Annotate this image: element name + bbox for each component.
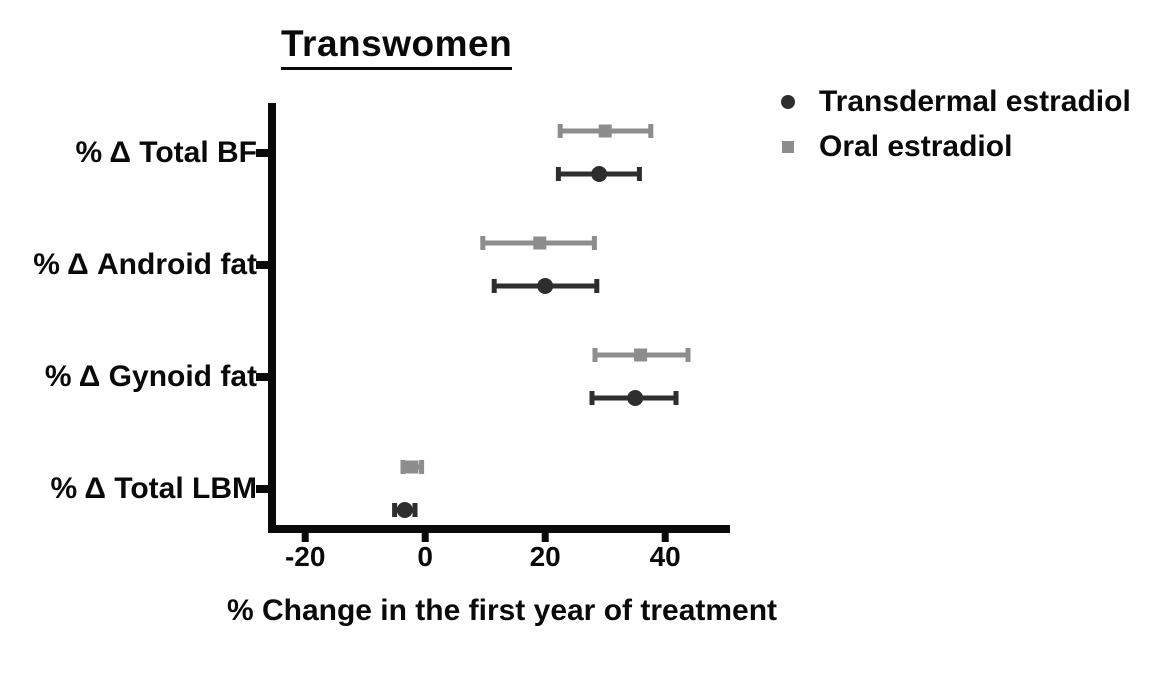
legend-label: Transdermal estradiol (819, 85, 1131, 118)
x-axis-tick (301, 533, 309, 542)
chart-title: Transwomen (281, 23, 513, 70)
legend-label: Oral estradiol (819, 130, 1013, 163)
y-axis-line (268, 103, 276, 533)
data-point-square (634, 348, 648, 362)
category-label: % Δ Android fat (33, 248, 257, 281)
series-square (400, 124, 691, 474)
circle-marker-icon (781, 95, 795, 109)
x-tick-label: 0 (417, 541, 433, 572)
data-point-circle (396, 502, 413, 518)
x-axis-tick (661, 533, 669, 542)
data-point-square (533, 236, 547, 250)
data-point-square (405, 460, 419, 474)
y-axis-tick (256, 261, 268, 269)
category-label: % Δ Total BF (75, 136, 257, 169)
data-point-circle (591, 166, 608, 182)
category-label: % Δ Total LBM (50, 472, 257, 505)
y-axis-tick (256, 485, 268, 493)
x-tick-label: 40 (649, 541, 681, 572)
square-marker-icon (782, 141, 794, 153)
x-axis-title: % Change in the first year of treatment (226, 594, 778, 627)
x-axis-line (268, 525, 730, 533)
x-axis-tick (421, 533, 429, 542)
x-axis-tick (541, 533, 549, 542)
legend-item-oral-estradiol: Oral estradiol (781, 127, 1131, 167)
category-label: % Δ Gynoid fat (44, 360, 257, 393)
data-point-circle (537, 278, 554, 294)
y-axis-tick (256, 373, 268, 381)
data-point-circle (627, 390, 644, 406)
legend: Transdermal estradiol Oral estradiol (781, 82, 1131, 167)
legend-item-transdermal-estradiol: Transdermal estradiol (781, 82, 1131, 122)
x-tick-label: 20 (529, 541, 561, 572)
series-circle (392, 166, 679, 518)
x-tick-label: -20 (284, 541, 326, 572)
data-point-square (598, 124, 612, 138)
y-axis-tick (256, 149, 268, 157)
